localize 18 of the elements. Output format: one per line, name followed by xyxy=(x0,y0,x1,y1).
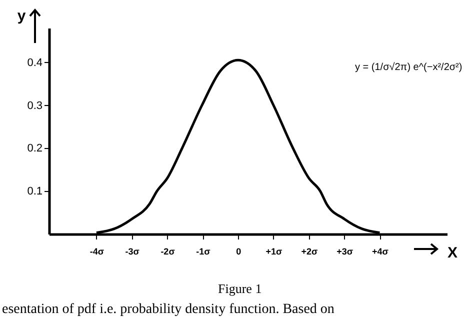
x-tick-label: +4σ xyxy=(372,246,388,256)
text: esentation of pdf i.e. probability density function. Based on xyxy=(2,302,334,318)
y-tick-label: 0.3 xyxy=(27,100,42,112)
x-tick-label: +1σ xyxy=(266,246,282,256)
x-tick-label: +3σ xyxy=(336,246,354,256)
x-tick-label: -2σ xyxy=(160,246,175,256)
y-tick-label: 0.4 xyxy=(27,56,42,69)
y-axis-title: y xyxy=(17,8,26,24)
x-tick-label: +2σ xyxy=(301,246,318,256)
x-tick-label: 0 xyxy=(236,246,242,256)
x-tick-label: -4σ xyxy=(90,246,104,256)
x-tick-label: -3σ xyxy=(125,246,140,256)
y-tick-label: 0.2 xyxy=(27,142,42,155)
x-axis-title: X xyxy=(448,244,458,262)
y-tick-label: 0.1 xyxy=(27,186,42,198)
x-tick-label: -1σ xyxy=(196,246,210,256)
annotation: y = (1/σ√2π) e^(−x²/2σ²) xyxy=(355,62,462,73)
caption: Figure 1 xyxy=(218,281,262,297)
